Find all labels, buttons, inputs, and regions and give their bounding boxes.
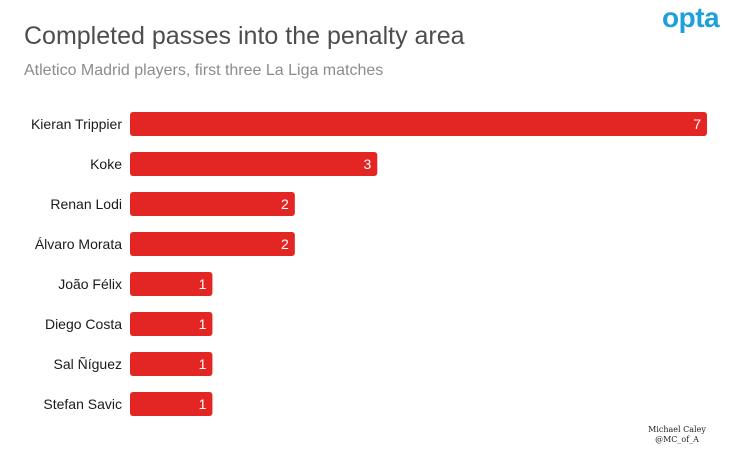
bar — [130, 152, 378, 176]
bar — [130, 272, 213, 296]
bar-value-label: 7 — [693, 116, 701, 132]
category-label: João Félix — [58, 276, 122, 292]
bar-value-label: 1 — [199, 356, 207, 372]
category-label: Diego Costa — [45, 316, 122, 332]
category-label: Sal Ñíguez — [54, 356, 122, 372]
credit-handle: @MC_of_A — [655, 435, 699, 444]
bar — [130, 112, 707, 136]
bar-value-label: 1 — [199, 276, 207, 292]
category-label: Stefan Savic — [43, 396, 122, 412]
chart-title: Completed passes into the penalty area — [24, 22, 465, 50]
bar — [130, 232, 295, 256]
chart-subtitle: Atletico Madrid players, first three La … — [24, 62, 384, 79]
bar-value-label: 2 — [281, 196, 289, 212]
category-label: Álvaro Morata — [35, 236, 122, 252]
author-credit: Michael Caley @MC_of_A — [632, 425, 722, 445]
bar-value-label: 2 — [281, 236, 289, 252]
bar — [130, 392, 213, 416]
bar-value-label: 3 — [363, 156, 371, 172]
bar — [130, 352, 213, 376]
opta-logo: opta — [662, 2, 720, 33]
category-label: Koke — [90, 156, 122, 172]
bar — [130, 192, 295, 216]
bar-value-label: 1 — [199, 316, 207, 332]
category-label: Renan Lodi — [50, 196, 122, 212]
bar — [130, 312, 213, 336]
category-label: Kieran Trippier — [31, 116, 122, 132]
credit-name: Michael Caley — [648, 425, 706, 434]
bar-value-label: 1 — [199, 396, 207, 412]
